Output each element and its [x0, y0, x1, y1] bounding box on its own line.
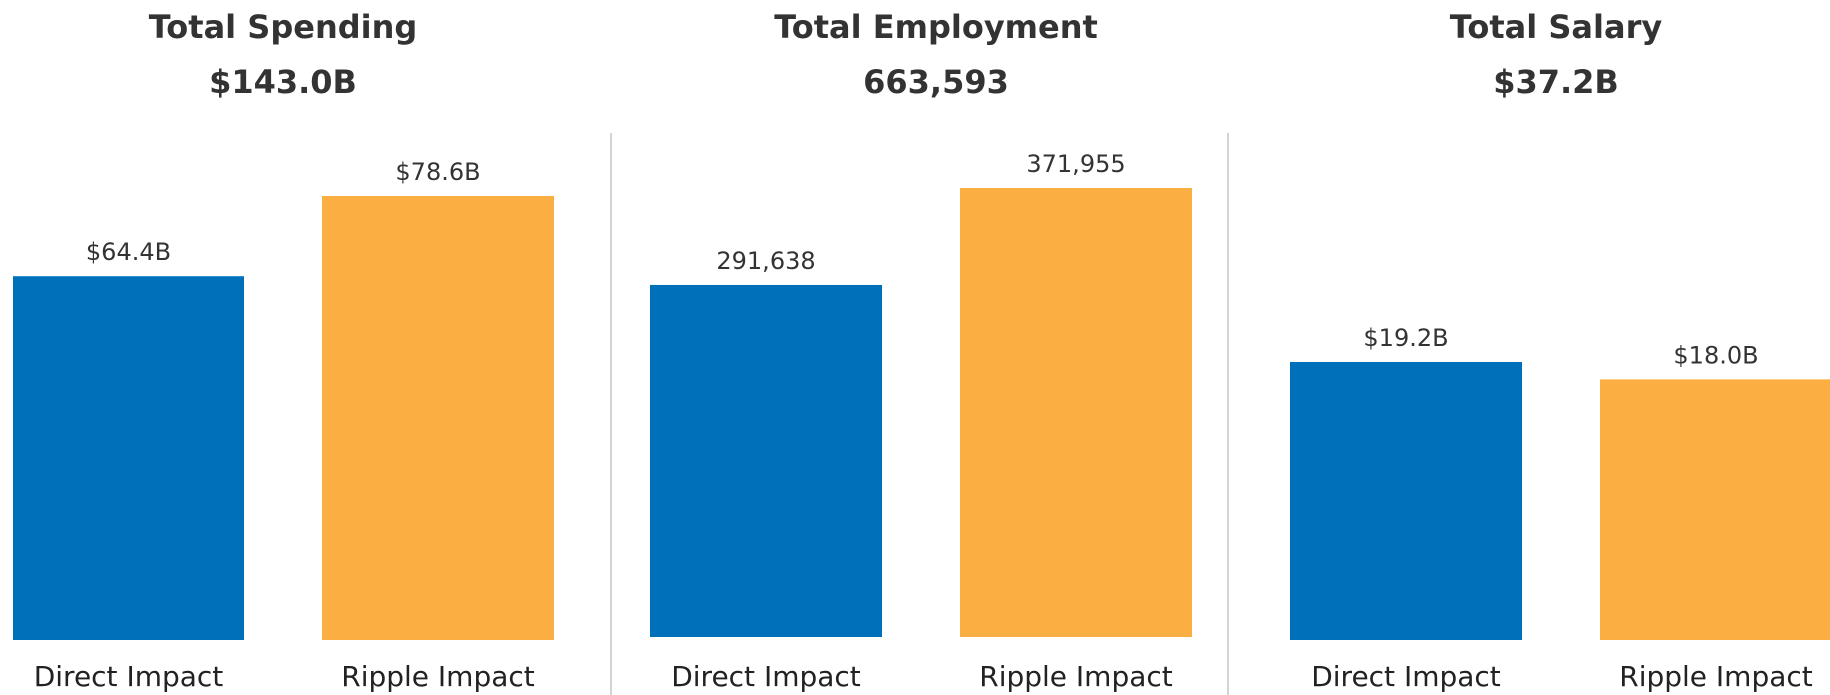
total-salary-direct-impact-value-label: $19.2B	[1363, 324, 1448, 352]
total-employment-total: 663,593	[863, 63, 1009, 101]
total-spending-direct-impact-bar	[13, 276, 244, 640]
total-salary-ripple-impact-category-label: Ripple Impact	[1619, 660, 1813, 693]
total-employment-ripple-impact-category-label: Ripple Impact	[979, 660, 1173, 693]
total-spending-ripple-impact-category-label: Ripple Impact	[341, 660, 535, 693]
total-employment-title: Total Employment	[774, 8, 1098, 46]
total-salary-ripple-impact-value-label: $18.0B	[1673, 341, 1758, 369]
total-employment-ripple-impact-bar	[960, 188, 1192, 637]
total-spending-ripple-impact-bar	[322, 196, 554, 640]
total-spending-direct-impact-value-label: $64.4B	[86, 238, 171, 266]
total-salary-title: Total Salary	[1450, 8, 1663, 46]
total-salary-total: $37.2B	[1493, 63, 1619, 101]
total-spending-total: $143.0B	[209, 63, 357, 101]
total-salary-ripple-impact-bar	[1600, 379, 1830, 640]
total-spending-ripple-impact-value-label: $78.6B	[395, 158, 480, 186]
total-employment-direct-impact-value-label: 291,638	[716, 247, 815, 275]
total-salary-direct-impact-bar	[1290, 362, 1522, 640]
total-employment-direct-impact-bar	[650, 284, 882, 637]
total-spending-title: Total Spending	[149, 8, 418, 46]
total-spending-direct-impact-category-label: Direct Impact	[34, 660, 224, 693]
total-employment-direct-impact-category-label: Direct Impact	[671, 660, 861, 693]
total-salary-direct-impact-category-label: Direct Impact	[1311, 660, 1501, 693]
total-employment-ripple-impact-value-label: 371,955	[1026, 150, 1125, 178]
